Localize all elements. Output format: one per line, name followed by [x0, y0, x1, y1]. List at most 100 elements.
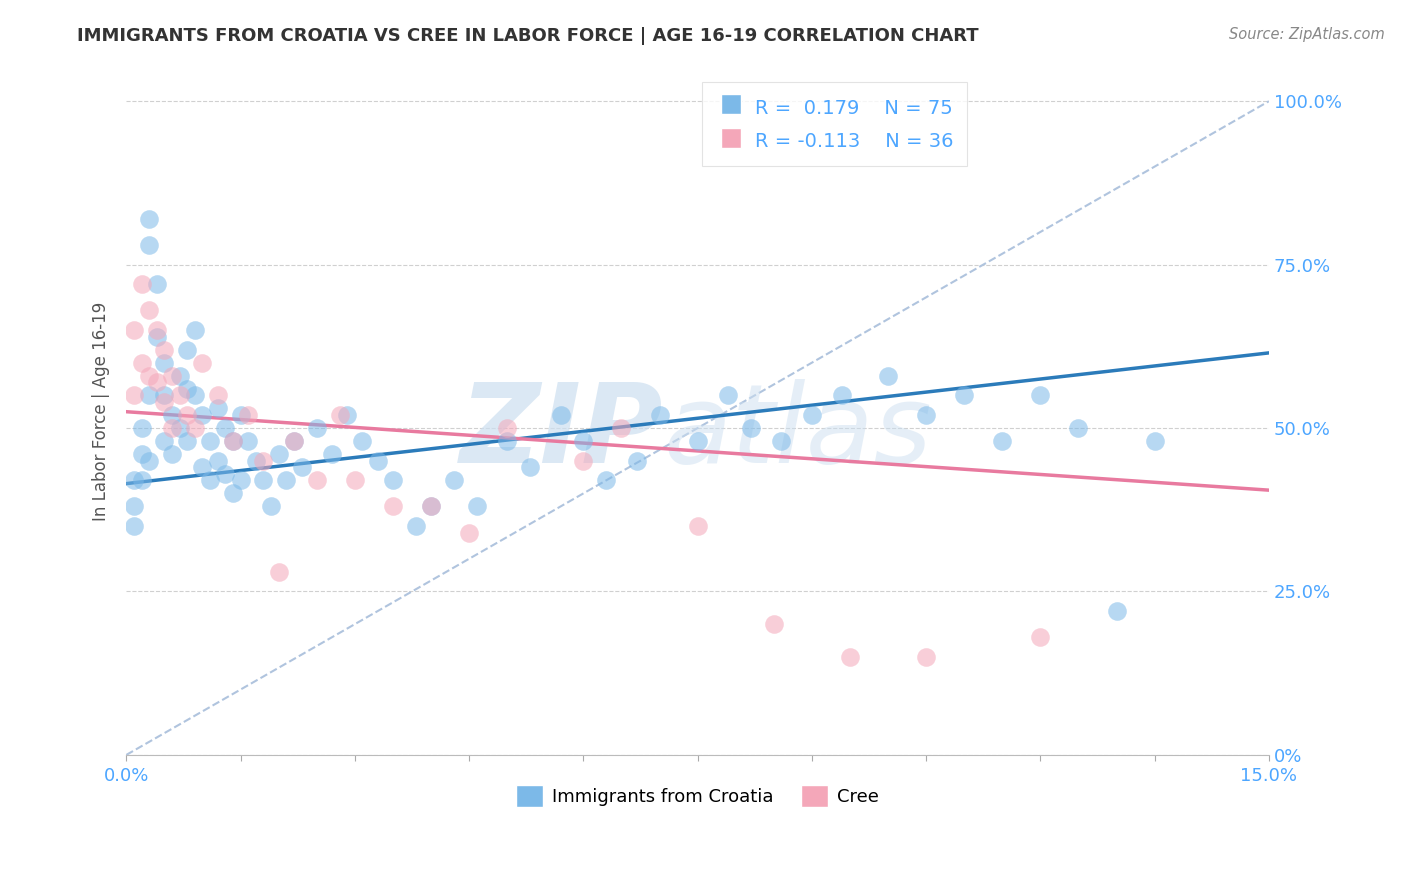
- Point: [305, 474, 328, 488]
- Point: [122, 388, 145, 402]
- Point: [160, 447, 183, 461]
- Text: Source: ZipAtlas.com: Source: ZipAtlas.com: [1229, 27, 1385, 42]
- Point: [146, 323, 169, 337]
- Point: [1029, 388, 1052, 402]
- Point: [991, 434, 1014, 449]
- Point: [131, 356, 153, 370]
- Point: [915, 649, 938, 664]
- Point: [207, 401, 229, 416]
- Point: [169, 368, 191, 383]
- Point: [572, 454, 595, 468]
- Point: [839, 649, 862, 664]
- Point: [146, 277, 169, 292]
- Point: [267, 447, 290, 461]
- Point: [550, 408, 572, 422]
- Point: [321, 447, 343, 461]
- Point: [160, 408, 183, 422]
- Point: [191, 408, 214, 422]
- Point: [138, 454, 160, 468]
- Point: [367, 454, 389, 468]
- Point: [198, 434, 221, 449]
- Point: [305, 421, 328, 435]
- Legend: Immigrants from Croatia, Cree: Immigrants from Croatia, Cree: [509, 778, 886, 814]
- Point: [1029, 630, 1052, 644]
- Point: [252, 454, 274, 468]
- Point: [686, 434, 709, 449]
- Point: [198, 474, 221, 488]
- Point: [176, 382, 198, 396]
- Point: [458, 525, 481, 540]
- Point: [283, 434, 305, 449]
- Point: [717, 388, 740, 402]
- Point: [267, 565, 290, 579]
- Point: [222, 486, 245, 500]
- Point: [153, 356, 176, 370]
- Point: [381, 500, 404, 514]
- Point: [176, 434, 198, 449]
- Point: [184, 421, 207, 435]
- Point: [184, 388, 207, 402]
- Point: [160, 368, 183, 383]
- Point: [176, 408, 198, 422]
- Point: [770, 434, 793, 449]
- Point: [138, 388, 160, 402]
- Point: [420, 500, 443, 514]
- Point: [138, 211, 160, 226]
- Point: [222, 434, 245, 449]
- Point: [138, 238, 160, 252]
- Point: [238, 408, 260, 422]
- Point: [122, 500, 145, 514]
- Point: [496, 434, 519, 449]
- Point: [131, 447, 153, 461]
- Point: [290, 460, 312, 475]
- Point: [214, 421, 236, 435]
- Point: [153, 343, 176, 357]
- Point: [252, 474, 274, 488]
- Point: [191, 460, 214, 475]
- Text: atlas: atlas: [664, 379, 932, 486]
- Point: [831, 388, 853, 402]
- Point: [138, 368, 160, 383]
- Point: [153, 388, 176, 402]
- Point: [1067, 421, 1090, 435]
- Point: [245, 454, 267, 468]
- Point: [207, 388, 229, 402]
- Point: [1105, 604, 1128, 618]
- Point: [443, 474, 465, 488]
- Point: [153, 434, 176, 449]
- Point: [626, 454, 648, 468]
- Point: [800, 408, 823, 422]
- Point: [207, 454, 229, 468]
- Point: [465, 500, 488, 514]
- Point: [283, 434, 305, 449]
- Point: [648, 408, 671, 422]
- Point: [214, 467, 236, 481]
- Point: [138, 303, 160, 318]
- Point: [915, 408, 938, 422]
- Point: [343, 474, 366, 488]
- Point: [169, 388, 191, 402]
- Point: [122, 519, 145, 533]
- Point: [131, 277, 153, 292]
- Point: [122, 474, 145, 488]
- Point: [572, 434, 595, 449]
- Point: [381, 474, 404, 488]
- Point: [740, 421, 762, 435]
- Point: [191, 356, 214, 370]
- Point: [496, 421, 519, 435]
- Point: [160, 421, 183, 435]
- Point: [595, 474, 617, 488]
- Point: [405, 519, 427, 533]
- Text: ZIP: ZIP: [460, 379, 664, 486]
- Point: [276, 474, 298, 488]
- Point: [260, 500, 283, 514]
- Point: [131, 421, 153, 435]
- Point: [352, 434, 374, 449]
- Point: [877, 368, 900, 383]
- Point: [336, 408, 359, 422]
- Point: [146, 376, 169, 390]
- Point: [229, 474, 252, 488]
- Point: [1143, 434, 1166, 449]
- Point: [222, 434, 245, 449]
- Point: [169, 421, 191, 435]
